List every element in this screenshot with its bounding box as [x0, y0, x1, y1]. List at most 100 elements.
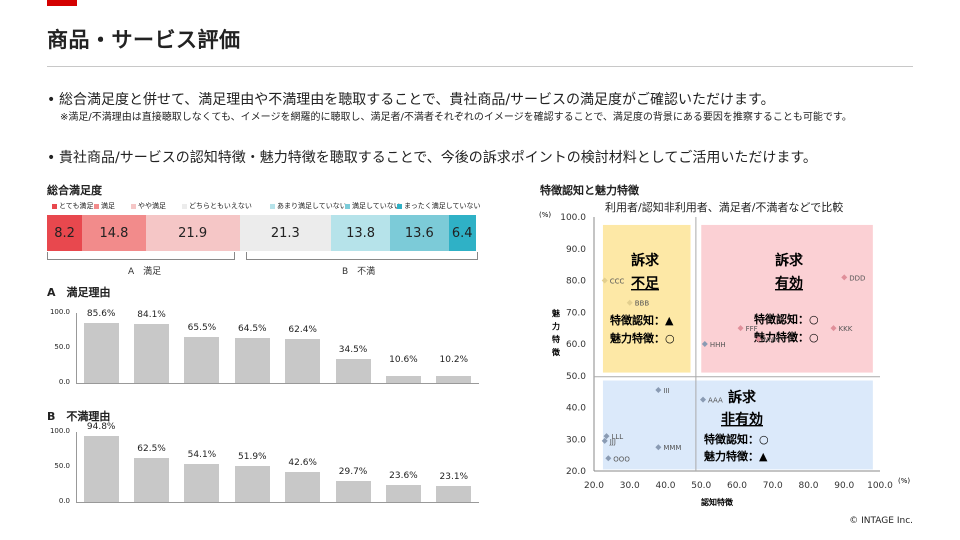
y-tick-label: 0.0	[58, 378, 70, 386]
stack-segment: 14.8	[82, 215, 146, 251]
point-label: MMM	[663, 444, 681, 452]
bar-value-label: 23.6%	[389, 471, 418, 482]
quadrant-heading: 非有効	[721, 411, 763, 428]
x-tick-label: 40.0	[655, 481, 675, 491]
bar	[436, 375, 472, 383]
y-axis	[76, 313, 77, 383]
point-label: JJJ	[609, 438, 616, 446]
y-axis-label: 特	[552, 334, 560, 344]
x-tick-label: 30.0	[620, 481, 640, 491]
bar-value-label: 29.7%	[338, 467, 368, 478]
bar-value-label: 85.6%	[86, 309, 116, 320]
bar-value-label: 42.6%	[288, 458, 317, 469]
scatter-point	[626, 299, 633, 306]
point-label: AAA	[708, 397, 723, 405]
y-tick-label: 60.0	[566, 340, 586, 350]
y-axis-label: 魅	[552, 308, 560, 318]
bar-value-label: 62.5%	[137, 444, 166, 455]
bar	[285, 472, 321, 502]
x-tick-label: 70.0	[763, 481, 783, 491]
bar	[335, 358, 371, 383]
x-tick-label: 90.0	[834, 481, 854, 491]
quadrant-heading: 不足	[631, 276, 660, 292]
scatter-point	[737, 325, 744, 332]
x-tick-label: 100.0	[867, 481, 893, 491]
satisfied-reasons-title: A 満足理由	[47, 286, 111, 299]
y-tick-label: 20.0	[566, 467, 586, 477]
bar	[83, 435, 119, 502]
y-tick-label: 100.0	[49, 308, 70, 316]
scatter-subtitle: 利用者/認知非利用者、満足者/不満者などで比較	[605, 201, 844, 214]
bar-value-label: 62.4%	[288, 325, 317, 336]
y-tick-label: 80.0	[566, 277, 586, 287]
legend-item: 満足	[94, 201, 115, 211]
bar-value-label: 51.9%	[238, 451, 267, 462]
quadrant-heading: 訴求	[728, 389, 757, 406]
bar-value-label: 23.1%	[439, 471, 469, 482]
quadrant-attribute: 魅力特徴：○	[754, 330, 819, 344]
quadrant-attribute: 魅力特徴：○	[610, 331, 675, 345]
y-tick-label: 90.0	[566, 245, 586, 255]
point-label: KKK	[839, 325, 853, 333]
scatter-point	[755, 336, 762, 343]
point-label: DDD	[849, 274, 865, 282]
bar-value-label: 10.2%	[439, 355, 469, 365]
quadrant-attribute: 特徴認知：○	[754, 312, 819, 326]
bar-value-label: 94.8%	[86, 421, 116, 432]
x-tick-label: 50.0	[691, 481, 711, 491]
bullet-mark: •	[47, 150, 56, 166]
stack-segment: 8.2	[47, 215, 83, 251]
bar	[234, 337, 270, 383]
scatter-point	[655, 387, 662, 394]
stack-segment: 13.8	[330, 215, 391, 251]
x-tick-label: 80.0	[798, 481, 818, 491]
legend-item: あまり満足していない	[270, 201, 347, 211]
bullet-features: • 貴社商品/サービスの認知特徴・魅力特徴を聴取することで、今後の訴求ポイントの検…	[47, 147, 817, 167]
y-tick-label: 100.0	[49, 427, 70, 435]
quadrant-heading: 訴求	[775, 252, 804, 269]
scatter-point	[841, 274, 848, 281]
bar-value-label: 64.5%	[238, 323, 267, 334]
y-tick-label: 70.0	[566, 308, 586, 318]
bar	[335, 481, 371, 502]
point-label: NNN	[763, 336, 779, 344]
quadrant-attribute: 魅力特徴：▲	[704, 449, 768, 463]
legend-item: やや満足	[131, 201, 166, 211]
bullet-features-text: 貴社商品/サービスの認知特徴・魅力特徴を聴取することで、今後の訴求ポイントの検討…	[59, 150, 817, 166]
legend-swatch	[270, 203, 275, 209]
point-label: CCC	[610, 278, 625, 286]
quadrant-heading: 有効	[775, 275, 803, 292]
legend-swatch	[182, 203, 187, 209]
quadrant-heading: 訴求	[631, 252, 660, 269]
y-axis-label: 徴	[551, 347, 561, 357]
bar-value-label: 65.5%	[187, 323, 217, 334]
legend-swatch	[397, 203, 402, 209]
stack-segment: 6.4	[448, 215, 476, 251]
bar	[234, 465, 270, 502]
bar	[285, 339, 321, 383]
bar	[184, 464, 220, 502]
legend-item: まったく満足していない	[397, 201, 481, 211]
legend-item: どちらともいえない	[182, 201, 252, 211]
scatter-point	[701, 341, 708, 347]
group-bracket-b	[246, 252, 478, 260]
scatter-point	[605, 455, 612, 462]
scatter-point	[700, 396, 707, 403]
quadrant-attribute: 特徴認知：○	[704, 432, 769, 446]
bullet-mark: •	[47, 92, 56, 108]
point-label: BBB	[635, 300, 650, 308]
point-label: LLL	[612, 433, 624, 441]
bar-value-label: 84.1%	[137, 310, 166, 321]
y-axis-label: 力	[552, 321, 560, 331]
scatter-point	[601, 277, 608, 284]
point-label: OOO	[613, 455, 630, 463]
quadrant-effective	[701, 224, 873, 373]
scatter-title: 特徴認知と魅力特徴	[540, 184, 639, 197]
point-label: HHH	[710, 341, 726, 349]
title-divider	[47, 66, 913, 67]
bar	[134, 458, 170, 502]
dissatisfied-reasons-title: B 不満理由	[47, 410, 111, 423]
bar	[385, 485, 421, 502]
x-axis	[76, 383, 479, 384]
scatter-point	[655, 444, 662, 451]
